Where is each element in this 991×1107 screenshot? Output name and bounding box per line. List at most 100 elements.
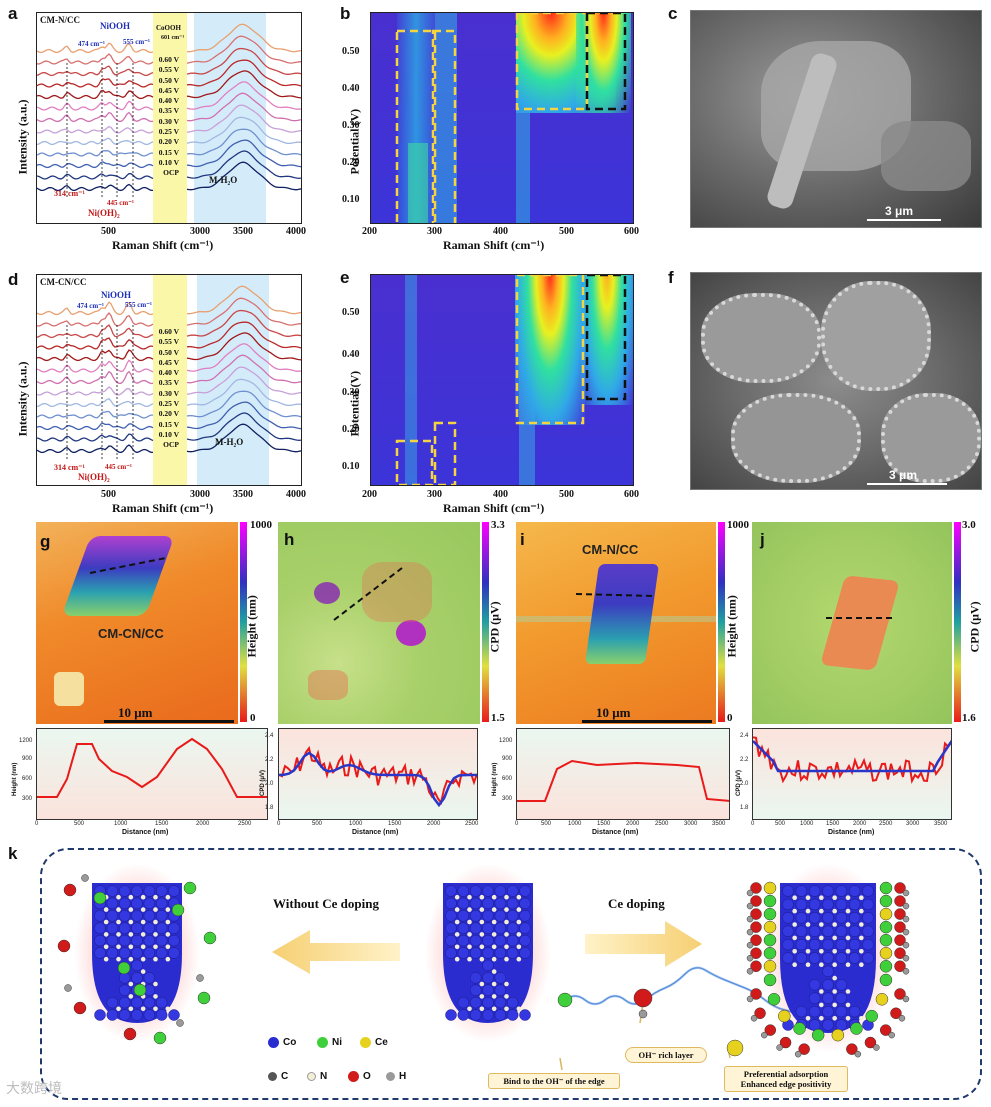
- potential-labels: 0.60 V 0.55 V 0.50 V 0.45 V 0.40 V 0.35 V 0.30…: [151, 55, 179, 179]
- o-atom: [894, 908, 906, 920]
- colorbar-min: 1.6: [962, 712, 976, 724]
- scale-label: 3 μm: [885, 204, 914, 218]
- y-tick: 600: [22, 776, 33, 782]
- spectrum-line: [186, 285, 301, 315]
- co-atom: [482, 922, 494, 934]
- spectrum-line: [37, 311, 154, 327]
- region-box: [433, 421, 457, 485]
- spectrum-line: [186, 92, 301, 122]
- x-tick: 2000: [853, 821, 867, 827]
- n-atom: [491, 944, 497, 950]
- co-atom: [482, 910, 494, 922]
- co-atom: [848, 938, 861, 951]
- panel-letter: d: [8, 270, 19, 289]
- legend-ce: Ce: [360, 1037, 388, 1048]
- ce-atom: [726, 1039, 744, 1057]
- x-tick: 500: [74, 821, 85, 827]
- n-atom: [103, 944, 109, 950]
- color-bar: [240, 522, 247, 722]
- profile-ylabel: Height (nm): [492, 762, 498, 796]
- panel-letter: g: [40, 532, 51, 551]
- h-atom: [902, 889, 910, 897]
- h-atom: [902, 968, 910, 975]
- n-atom: [832, 1016, 837, 1021]
- ni-atom: [93, 891, 107, 905]
- n-atom-icon: [307, 1072, 316, 1081]
- co-atom: [168, 1009, 180, 1021]
- panel-letter: i: [520, 530, 525, 549]
- y-tick: 1.8: [740, 805, 749, 811]
- spectrum-line: [37, 183, 154, 192]
- y-tick: 0.40: [342, 349, 360, 360]
- o-atom: [57, 939, 71, 953]
- kpfm-cpd-image: [752, 522, 952, 724]
- h-atom: [902, 941, 910, 949]
- ni-atom: [203, 931, 217, 945]
- potential-label: 0.25 V: [158, 399, 179, 409]
- potential-labels: 0.60 V 0.55 V 0.50 V 0.45 V 0.40 V 0.35 V 0.30…: [151, 327, 179, 451]
- n-atom: [140, 944, 146, 950]
- co-atom: [118, 947, 131, 959]
- mechanism-schematic: [57, 863, 910, 1071]
- colorbar-min: 0: [727, 712, 733, 724]
- n-atom: [792, 962, 797, 967]
- co-atom: [131, 947, 143, 959]
- n-atom: [103, 919, 109, 925]
- co-atom: [469, 934, 482, 947]
- scale-label: 10 μm: [596, 705, 631, 720]
- peak-label: 445 cm⁻¹: [105, 463, 132, 471]
- co-atom: [506, 897, 519, 910]
- n-atom: [153, 956, 158, 962]
- ni-atom: [763, 907, 777, 921]
- profile-xlabel: Distance (nm): [352, 829, 399, 836]
- co-atom: [494, 984, 507, 996]
- h-atom: [902, 928, 910, 936]
- co-atom: [835, 979, 848, 991]
- co-atom: [118, 996, 131, 1009]
- n-atom: [792, 908, 797, 914]
- sample-label: CM-N/CC: [582, 542, 639, 557]
- h-atom: [638, 1009, 648, 1019]
- co-atom: [143, 947, 156, 959]
- n-atom: [140, 919, 146, 925]
- co-atom: [519, 934, 531, 947]
- spectrum-line: [186, 150, 301, 179]
- co-atom: [519, 922, 531, 934]
- co-atom: [143, 897, 156, 910]
- n-atom: [845, 949, 851, 954]
- co-atom: [494, 885, 507, 897]
- n-atom: [859, 935, 864, 941]
- n-atom: [479, 944, 485, 950]
- o-atom: [750, 988, 762, 1000]
- co-atom: [131, 897, 143, 910]
- n-atom: [491, 994, 497, 999]
- n-atom: [140, 956, 146, 962]
- h-atom: [888, 1031, 895, 1039]
- spectrum-line: [186, 378, 301, 407]
- co-atom: [143, 922, 156, 934]
- raman-spectra: [37, 23, 301, 198]
- o-atom: [894, 947, 906, 959]
- co-atom: [469, 897, 482, 910]
- colorbar-max: 3.0: [962, 519, 976, 531]
- highlight-band: [153, 275, 187, 485]
- region-box: [395, 439, 434, 485]
- h-atom: [746, 968, 754, 975]
- n-atom: [845, 908, 851, 914]
- co-atom: [506, 885, 519, 897]
- ni-atom: [793, 1022, 806, 1035]
- color-bar: [718, 522, 725, 722]
- co-atom: [469, 947, 482, 959]
- n-atom: [116, 1006, 121, 1012]
- profile-ylabel: Height (nm): [12, 762, 18, 796]
- mh2o-label: M-H₂O: [209, 175, 238, 185]
- spectrum-line: [186, 297, 301, 326]
- n-atom: [491, 919, 497, 925]
- o-atom: [750, 908, 762, 920]
- y-tick: 0.10: [342, 194, 360, 205]
- o-atom: [750, 947, 762, 959]
- x-tick: 2500: [238, 821, 252, 827]
- x-tick: 3500: [934, 821, 948, 827]
- co-atom: [168, 922, 180, 934]
